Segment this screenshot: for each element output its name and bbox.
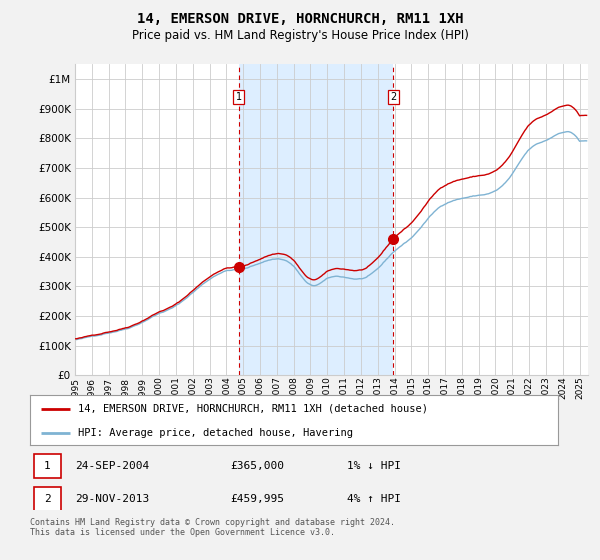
- Text: 24-SEP-2004: 24-SEP-2004: [75, 461, 149, 471]
- Text: 14, EMERSON DRIVE, HORNCHURCH, RM11 1XH (detached house): 14, EMERSON DRIVE, HORNCHURCH, RM11 1XH …: [77, 404, 428, 414]
- Text: Price paid vs. HM Land Registry's House Price Index (HPI): Price paid vs. HM Land Registry's House …: [131, 29, 469, 42]
- Text: 4% ↑ HPI: 4% ↑ HPI: [347, 494, 401, 503]
- Text: 2: 2: [390, 92, 396, 102]
- Text: £459,995: £459,995: [230, 494, 284, 503]
- Text: £365,000: £365,000: [230, 461, 284, 471]
- Text: 2: 2: [44, 494, 51, 503]
- Text: 1% ↓ HPI: 1% ↓ HPI: [347, 461, 401, 471]
- Bar: [239, 64, 393, 375]
- Text: 1: 1: [44, 461, 51, 471]
- Text: Contains HM Land Registry data © Crown copyright and database right 2024.
This d: Contains HM Land Registry data © Crown c…: [30, 518, 395, 538]
- Text: 29-NOV-2013: 29-NOV-2013: [75, 494, 149, 503]
- FancyBboxPatch shape: [34, 454, 61, 478]
- Text: 14, EMERSON DRIVE, HORNCHURCH, RM11 1XH: 14, EMERSON DRIVE, HORNCHURCH, RM11 1XH: [137, 12, 463, 26]
- Text: 1: 1: [236, 92, 242, 102]
- FancyBboxPatch shape: [34, 487, 61, 511]
- Text: HPI: Average price, detached house, Havering: HPI: Average price, detached house, Have…: [77, 428, 353, 437]
